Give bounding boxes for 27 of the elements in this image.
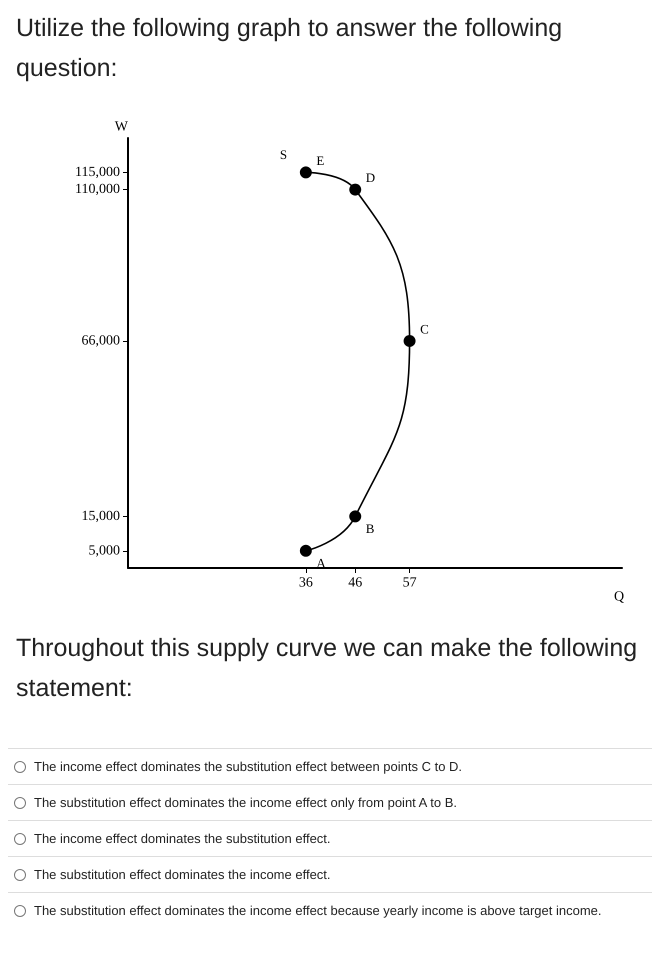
point <box>300 544 312 557</box>
text: Throughout this supply curve we can make the following statement: <box>15 633 638 704</box>
text: The income effect dominates the substitution effect between points C to D. <box>34 759 462 774</box>
y-tick-label: 5,000 <box>88 543 120 558</box>
point <box>300 166 312 178</box>
text: The substitution effect dominates the income effect because yearly income is above target income. <box>34 903 602 918</box>
text: The substitution effect dominates the income effect. <box>34 867 331 882</box>
y-axis-title: W <box>114 120 129 134</box>
annotation: B <box>366 520 375 536</box>
annotation: D <box>366 170 376 186</box>
annotation: E <box>316 152 324 168</box>
chart-title: Utilize the following graph to answer the following question: <box>15 13 564 84</box>
y-tick-label: 15,000 <box>82 508 120 524</box>
y-tick-label: 115,000 <box>75 164 120 180</box>
text: The income effect dominates the substitution effect. <box>34 831 331 846</box>
x-tick-label: 57 <box>402 576 417 590</box>
point <box>349 184 362 196</box>
y-tick-label: 66,000 <box>82 333 120 348</box>
series-label: S <box>280 146 288 162</box>
x-axis-title: Q <box>614 590 624 604</box>
text: The substitution effect dominates the income effect only from point A to B. <box>34 795 457 810</box>
y-tick-label: 110,000 <box>75 182 120 198</box>
x-tick-label: 36 <box>298 576 313 590</box>
point <box>404 334 416 347</box>
x-tick-label: 46 <box>348 576 362 590</box>
annotation: C <box>420 321 429 336</box>
point <box>349 510 362 522</box>
